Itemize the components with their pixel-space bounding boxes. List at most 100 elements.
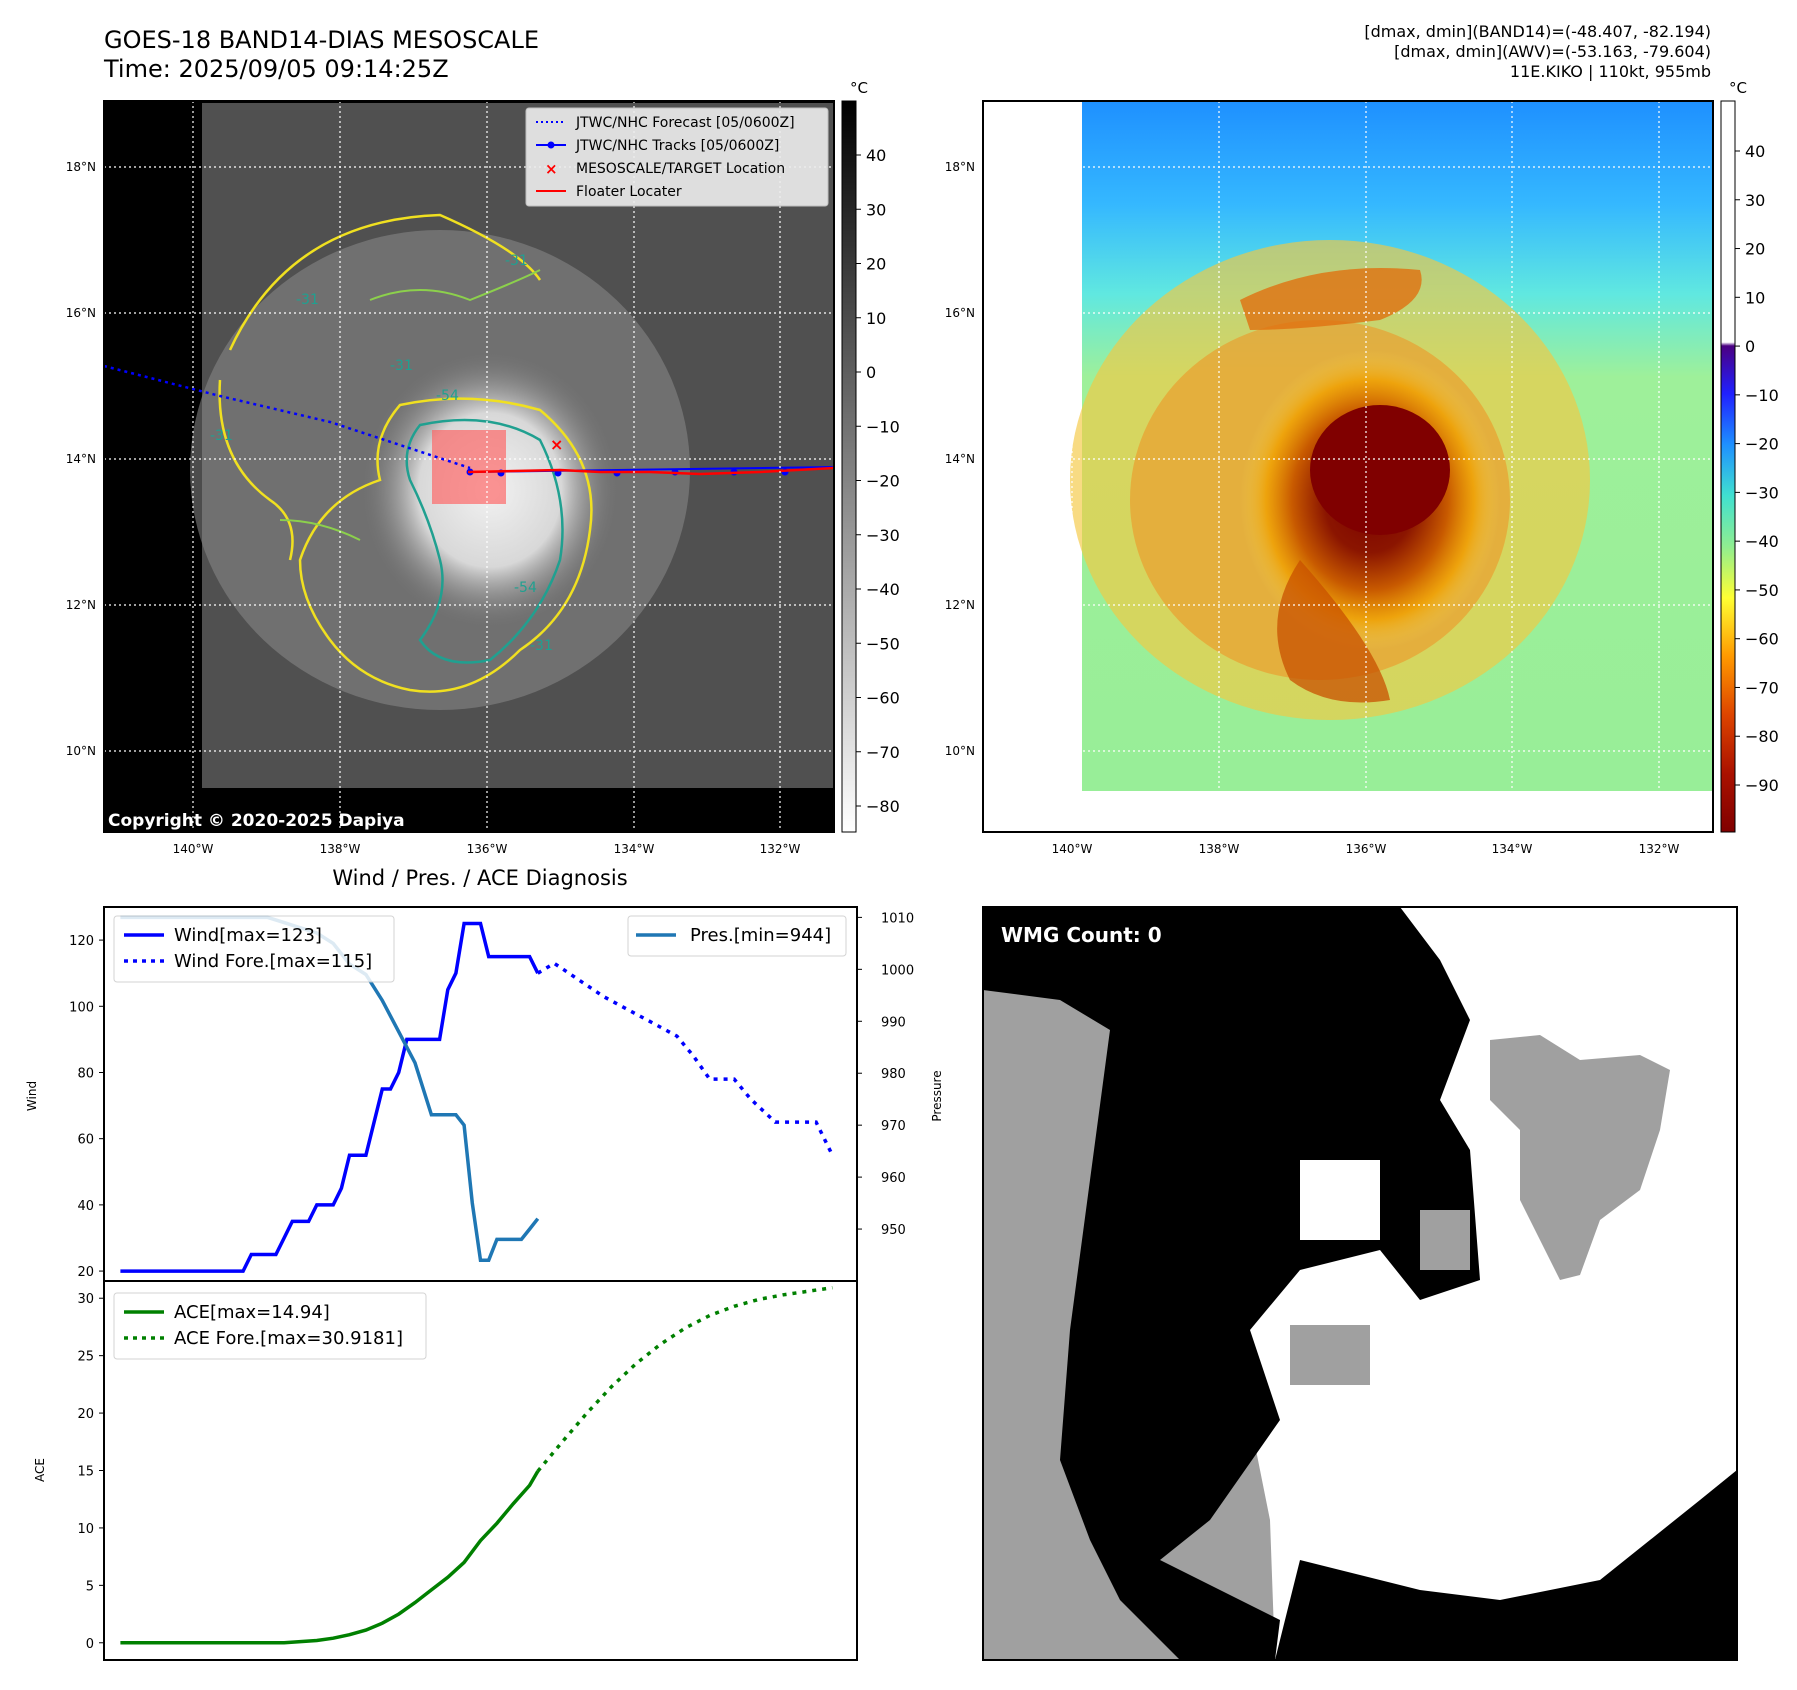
awv-colorbar [1720,100,1736,833]
wmg-panel: WMG Count: 0 [982,906,1738,1661]
awv-range: [dmax, dmin](AWV)=(-53.163, -79.604) [1394,42,1711,61]
awv-gridlines [983,101,1713,832]
awv-lat-labels: 18°N 16°N 14°N 12°N 10°N [945,160,975,758]
colorbar-tick-label: −20 [1745,435,1779,454]
legend-wind: Wind[max=123] [174,925,322,946]
pressure-tick-label: 950 [881,1223,906,1238]
lat-label: 14°N [945,452,975,466]
legend-forecast: JTWC/NHC Forecast [05/0600Z] [575,115,795,131]
forecast-track [103,364,471,470]
wmg-gray-cloud [1490,1035,1670,1280]
colorbar-tick-label: −80 [866,797,900,816]
ir-gridlines [104,101,834,832]
contour-label: -31 [390,358,413,374]
legend-ace: ACE[max=14.94] [174,1302,330,1323]
colorbar-tick-label: −10 [1745,386,1779,405]
contour-label: -31 [296,292,319,308]
colorbar-tick-label: 20 [866,255,886,274]
colorbar-tick-label: 0 [866,363,876,382]
ace-chart: 30 25 20 15 10 5 0 [77,1285,833,1652]
colorbar-tick-label: −40 [1745,532,1779,551]
ir-colorbar-unit: °C [850,79,868,97]
awv-eyewall [1310,405,1450,535]
colorbar-tick-label: −50 [1745,581,1779,600]
floater-locater [467,466,835,476]
ace-tick-label: 15 [77,1465,94,1480]
ir-legend: JTWC/NHC Forecast [05/0600Z] JTWC/NHC Tr… [525,107,829,207]
pressure-tick-label: 1010 [881,911,914,926]
wmg-label-box [994,918,1174,950]
colorbar-tick-label: −60 [1745,630,1779,649]
colorbar-tick-label: 40 [866,146,886,165]
lat-label: 12°N [66,598,96,612]
contour-label: -54 [514,580,537,596]
ace-tick-label: 10 [77,1522,94,1537]
colorbar-tick-label: −30 [866,526,900,545]
colorbar-tick-label: −90 [1745,776,1779,795]
wmg-black-region [983,907,1480,1660]
mesoscale-target-marker: × [550,435,563,454]
lon-label: 136°W [467,842,508,856]
ace-forecast-line [536,1285,833,1473]
colorbar-tick-label: 30 [1745,191,1765,210]
ir-frame [103,100,835,833]
product-title: GOES-18 BAND14-DIAS MESOSCALE [104,26,540,54]
awv-lon-labels: 140°W 138°W 136°W 134°W 132°W [1052,842,1680,856]
colorbar-tick-label: 0 [1745,337,1755,356]
colorbar-tick-label: −30 [1745,483,1779,502]
ir-contour-green [279,269,541,541]
figure-title: GOES-18 BAND14-DIAS MESOSCALE Time: 2025… [104,26,539,84]
colorbar-tick-label: 30 [866,200,886,219]
colorbar-tick-label: −50 [866,634,900,653]
lat-label: 10°N [66,744,96,758]
timestamp: Time: 2025/09/05 09:14:25Z [104,55,449,83]
lon-label: 140°W [1052,842,1093,856]
colorbar-tick-label: −60 [866,689,900,708]
lon-label: 140°W [173,842,214,856]
wind-line [120,921,540,1273]
wmg-white-eye [1300,1160,1380,1240]
ace-line [120,1470,540,1645]
band14-range: [dmax, dmin](BAND14)=(-48.407, -82.194) [1364,22,1711,41]
svg-text:×: × [545,160,558,178]
diagnosis-title: Wind / Pres. / ACE Diagnosis [332,866,627,890]
awv-feeder-band [1240,268,1422,330]
lon-label: 132°W [760,842,801,856]
lat-label: 12°N [945,598,975,612]
wind-pressure-chart: 120 100 80 60 40 20 1010 1000 990 980 970 960 950 [69,911,914,1280]
wind-tick-label: 20 [77,1265,94,1280]
ir-contour-labels: -31 -31 -31 -54 -31 -54 -31 [210,253,553,654]
legend-wind-fore: Wind Fore.[max=115] [174,951,372,972]
wind-tick-label: 80 [77,1066,94,1081]
awv-colorbar-ticks: 40 30 20 10 0 −10 −20 −30 −40 −50 −60 −70 −80 −90 [1735,142,1779,795]
lat-label: 16°N [945,306,975,320]
colorbar-tick-label: −70 [1745,678,1779,697]
wind-forecast-line [536,961,834,1156]
lon-label: 134°W [1492,842,1533,856]
ace-frame [103,1280,858,1661]
colorbar-tick-label: −80 [1745,727,1779,746]
ir-panel: × -31 -31 -31 -54 -31 -54 -31 Copyright … [103,79,900,833]
ir-lat-labels: 18°N 16°N 14°N 12°N 10°N [66,160,96,758]
legend-floater: Floater Locater [576,184,682,200]
pressure-tick-label: 970 [881,1119,906,1134]
legend-ace-fore: ACE Fore.[max=30.9181] [174,1328,403,1349]
contour-label: -31 [530,638,553,654]
wind-legend: Wind[max=123] Wind Fore.[max=115] [113,915,395,983]
colorbar-tick-label: −40 [866,580,900,599]
lat-label: 18°N [945,160,975,174]
colorbar-tick-label: 20 [1745,240,1765,259]
awv-colorbar-unit: °C [1729,79,1747,97]
legend-tracks: JTWC/NHC Tracks [05/0600Z] [575,138,779,154]
legend-pressure: Pres.[min=944] [690,925,831,946]
wmg-black-bottom [1275,1470,1737,1660]
ir-contour-yellow-outer [218,213,542,561]
ace-legend: ACE[max=14.94] ACE Fore.[max=30.9181] [113,1292,427,1360]
wind-tick-label: 100 [69,1000,94,1015]
pressure-tick-label: 990 [881,1015,906,1030]
wind-tick-label: 60 [77,1133,94,1148]
wmg-gray-patch [1290,1325,1370,1385]
lat-label: 14°N [66,452,96,466]
awv-panel: °C 40 30 20 10 0 −10 −20 −30 −40 −50 −60 −70 −80 −90 [982,79,1779,833]
pressure-tick-label: 1000 [881,963,914,978]
